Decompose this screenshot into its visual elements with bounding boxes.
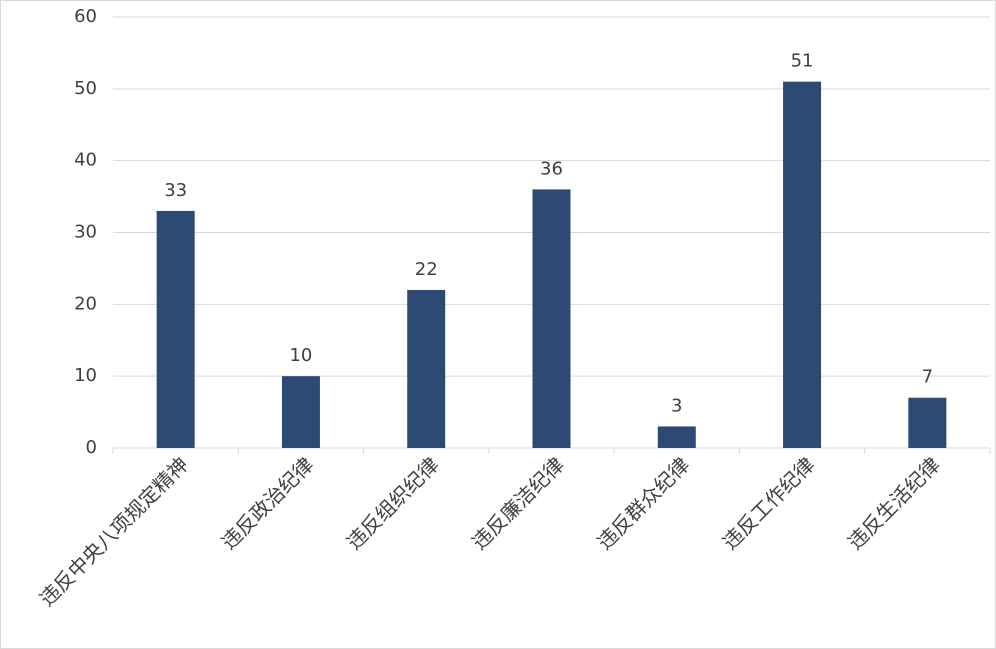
bar [281,376,320,448]
y-tick-label: 40 [74,150,97,171]
data-label: 36 [540,158,563,179]
bar [532,189,571,448]
y-tick-label: 10 [74,365,97,386]
bar [783,81,822,449]
bar [407,289,446,448]
y-tick-label: 50 [74,78,97,99]
bar [657,426,696,448]
bar [156,210,195,448]
data-label: 3 [671,395,682,416]
y-tick-label: 60 [74,6,97,27]
y-tick-label: 0 [86,437,97,458]
data-label: 7 [922,367,933,388]
data-label: 10 [289,345,312,366]
bar [908,397,947,448]
y-tick-label: 20 [74,293,97,314]
data-label: 51 [791,51,814,72]
y-tick-label: 30 [74,222,97,243]
data-label: 33 [164,180,187,201]
data-label: 22 [415,259,438,280]
